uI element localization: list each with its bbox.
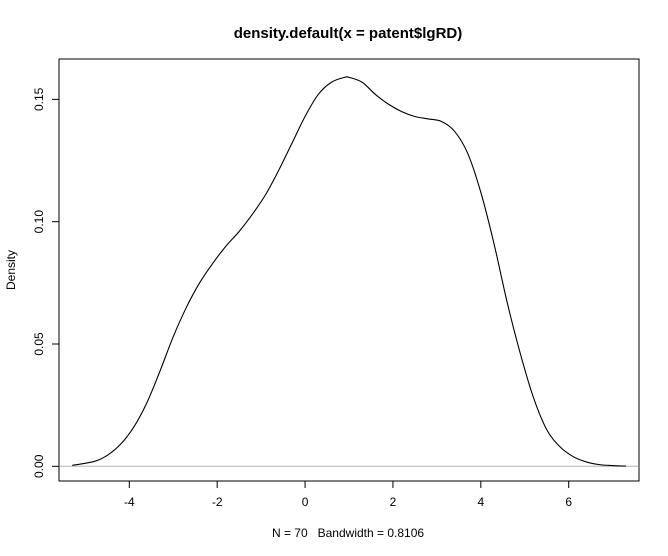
- x-axis-label: N = 70 Bandwidth = 0.8106: [272, 526, 424, 540]
- chart-title: density.default(x = patent$lgRD): [234, 25, 463, 42]
- y-tick-label: 0.15: [32, 87, 46, 111]
- y-tick-label: 0.05: [32, 332, 46, 356]
- x-tick-label: 6: [565, 495, 572, 509]
- x-tick-label: -4: [124, 495, 135, 509]
- y-axis-label: Density: [4, 250, 18, 290]
- x-tick-label: 0: [302, 495, 309, 509]
- x-axis: -4 -2 0 2 4 6: [124, 480, 572, 509]
- x-tick-label: 2: [390, 495, 397, 509]
- density-curve: [72, 76, 626, 467]
- x-tick-label: -2: [212, 495, 223, 509]
- x-tick-label: 4: [477, 495, 484, 509]
- plot-frame: [58, 58, 640, 482]
- y-axis: 0.00 0.05 0.10 0.15: [32, 87, 60, 478]
- y-tick-label: 0.10: [32, 210, 46, 234]
- y-tick-label: 0.00: [32, 454, 46, 478]
